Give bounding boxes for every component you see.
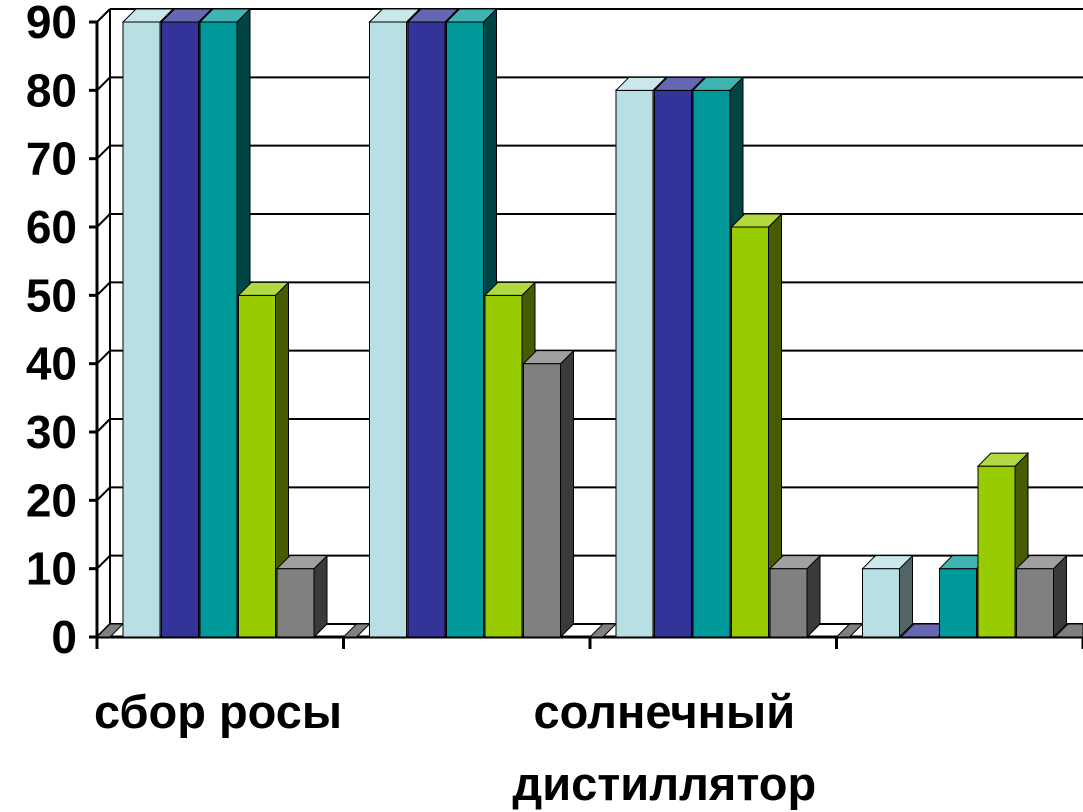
y-tick-label: 40 (26, 338, 77, 390)
labels: 0 10 20 30 40 50 60 70 80 90 сбор росы солнечный дис… (26, 0, 816, 810)
floor-tile (95, 623, 125, 638)
floor-tile (342, 623, 371, 638)
floor-tile (835, 623, 864, 638)
bars (95, 7, 1083, 639)
y-tick-label: 60 (26, 201, 77, 253)
x-category-label: солнечный (533, 685, 795, 738)
y-tick-label: 70 (26, 133, 77, 185)
x-category-label: дистиллятор (512, 757, 816, 810)
gridline-side (96, 418, 111, 433)
bar-series-4-cat-1 (237, 281, 290, 639)
y-tick-label: 50 (26, 269, 77, 321)
gridline-side (96, 76, 111, 92)
bar-series-5-cat-1 (275, 554, 329, 639)
y-tick-label: 30 (26, 406, 77, 458)
floor-tile (588, 623, 618, 638)
bar-series-5-cat-3 (768, 554, 822, 639)
gridline-side (96, 554, 111, 570)
bar-series-1-cat-4 (861, 554, 914, 639)
x-category-label: сбор росы (94, 685, 342, 738)
y-tick-label: 10 (26, 543, 77, 595)
y-tick-label: 90 (26, 0, 77, 48)
bar-series-4-cat-3 (730, 212, 783, 639)
gridline-side (96, 213, 111, 228)
bar-series-5-cat-2 (522, 349, 575, 639)
gridline-side (96, 349, 111, 365)
y-tick-label: 20 (26, 474, 77, 526)
gridline-side (96, 144, 111, 160)
floor-tile (1053, 623, 1083, 638)
gridline-side (96, 486, 111, 502)
y-tick-label: 80 (26, 64, 77, 116)
bar-series-5-cat-4 (1015, 554, 1068, 639)
gridline-side (96, 281, 111, 297)
y-tick-label: 0 (51, 611, 77, 663)
gridline-side (96, 8, 111, 23)
